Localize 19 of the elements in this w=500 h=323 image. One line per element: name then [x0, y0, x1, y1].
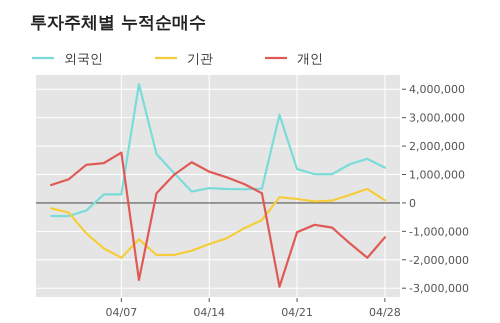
y-tick-label: 3,000,000 — [409, 112, 465, 125]
x-tick-label: 04/21 — [281, 306, 313, 319]
y-tick-label: -3,000,000 — [409, 282, 469, 296]
y-tick-label: 1,000,000 — [409, 168, 465, 182]
legend-label: 기관 — [187, 52, 213, 67]
y-tick-label: -1,000,000 — [409, 225, 469, 238]
legend-label: 외국인 — [64, 52, 103, 67]
x-tick-label: 04/14 — [193, 306, 226, 319]
y-tick-label: -2,000,000 — [409, 254, 469, 267]
line-series — [50, 152, 386, 288]
x-tick-label: 04/28 — [369, 306, 401, 319]
line-series — [50, 188, 386, 259]
y-tick-label: 2,000,000 — [409, 140, 465, 154]
x-tick-label: 04/07 — [106, 306, 138, 319]
line-series — [50, 83, 386, 218]
y-tick-label: 4,000,000 — [409, 83, 465, 96]
legend-label: 개인 — [297, 52, 323, 67]
y-tick-label: 0 — [409, 196, 416, 210]
chart-title: 투자주체별 누적순매수 — [30, 13, 206, 33]
